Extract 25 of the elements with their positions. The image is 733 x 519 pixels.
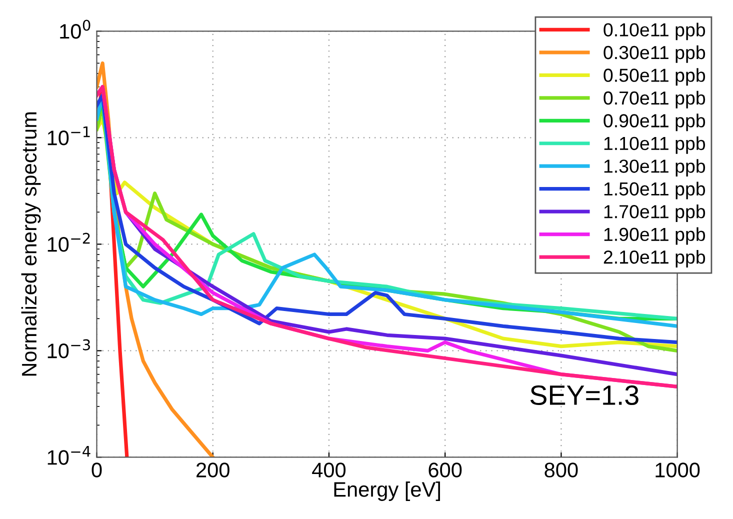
legend-label: 0.90e11 ppb	[604, 114, 706, 132]
y-tick-label: 10$^{−4}$	[48, 446, 90, 465]
legend-label: 1.10e11 ppb	[604, 136, 706, 154]
x-tick-label: 1000	[656, 462, 700, 478]
y-tick-label: 10$^{0}$	[60, 20, 90, 39]
legend-label: 1.90e11 ppb	[604, 227, 706, 245]
legend-label: 0.50e11 ppb	[604, 68, 706, 86]
legend-label: 1.70e11 ppb	[604, 204, 706, 222]
legend-label: 0.30e11 ppb	[604, 45, 706, 63]
y-tick-label: 10$^{−2}$	[48, 232, 90, 252]
x-tick-label: 200	[196, 462, 230, 478]
legend-label: 1.30e11 ppb	[604, 159, 706, 177]
annotation: SEY=1.3	[530, 385, 638, 406]
x-tick-label: 400	[312, 462, 346, 478]
legend-label: 1.50e11 ppb	[604, 182, 706, 200]
y-tick-label: 10$^{−3}$	[48, 339, 90, 358]
legend-label: 0.10e11 ppb	[604, 22, 706, 40]
y-axis-title: Normalized energy spectrum	[21, 112, 41, 376]
x-tick-label: 0	[92, 462, 102, 478]
legend-label: 0.70e11 ppb	[604, 90, 706, 108]
x-tick-label: 800	[544, 462, 578, 478]
x-tick-label: 600	[428, 462, 462, 478]
y-tick-label: 10$^{−1}$	[48, 126, 90, 146]
legend-label: 2.10e11 ppb	[604, 250, 706, 268]
x-axis-title: Energy [eV]	[334, 482, 440, 501]
